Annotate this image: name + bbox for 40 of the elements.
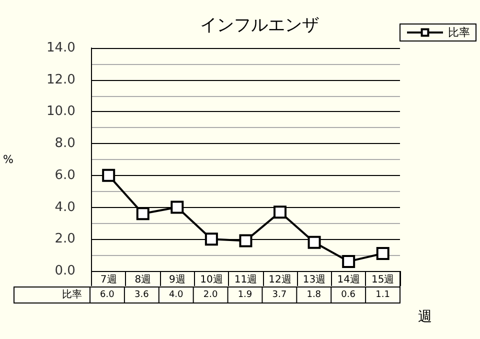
point [136, 207, 150, 220]
point [342, 254, 356, 268]
y-tick-label: 10.0 [46, 104, 76, 120]
data-label: 1.9 [238, 290, 252, 300]
point [102, 168, 116, 182]
y-tick-label: 8.0 [54, 136, 76, 152]
data-label: 1.8 [306, 290, 322, 300]
point [204, 232, 218, 246]
x-tick-label: 11週 [234, 274, 258, 286]
x-axis-title: 週 [418, 309, 432, 325]
y-axis-title: % [3, 153, 14, 166]
data-label: 3.6 [134, 290, 150, 300]
data-label: 0.6 [341, 290, 356, 300]
point [170, 200, 184, 214]
x-tick-label: 7週 [100, 274, 117, 286]
x-tick-label: 13週 [302, 274, 326, 286]
x-tick-label: 15週 [371, 274, 394, 286]
data-label: 6.0 [100, 290, 115, 300]
point [376, 246, 390, 260]
chart-title: インフルエンザ [200, 16, 319, 36]
data-label: 1.1 [376, 290, 390, 300]
y-tick-label: 0.0 [54, 264, 76, 278]
y-tick-label: 12.0 [46, 72, 76, 88]
data-label: 3.7 [272, 290, 287, 300]
point [308, 236, 321, 249]
text: 比率 [62, 290, 82, 300]
x-tick-label: 14週 [337, 274, 360, 286]
y-tick-label: 4.0 [54, 200, 76, 215]
legend-label: 比率 [448, 26, 470, 39]
x-tick-label: 10週 [200, 274, 223, 286]
y-tick-label: 6.0 [54, 168, 76, 183]
y-tick-label: 2.0 [54, 232, 76, 247]
x-tick-label: 8週 [134, 274, 152, 286]
x-tick-label: 9週 [168, 274, 186, 286]
x-tick-label: 12週 [268, 274, 292, 286]
y-tick-label: 14.0 [46, 40, 76, 56]
point [239, 234, 252, 248]
data-label: 2.0 [203, 290, 218, 300]
point [274, 206, 287, 219]
data-label: 4.0 [168, 290, 184, 300]
